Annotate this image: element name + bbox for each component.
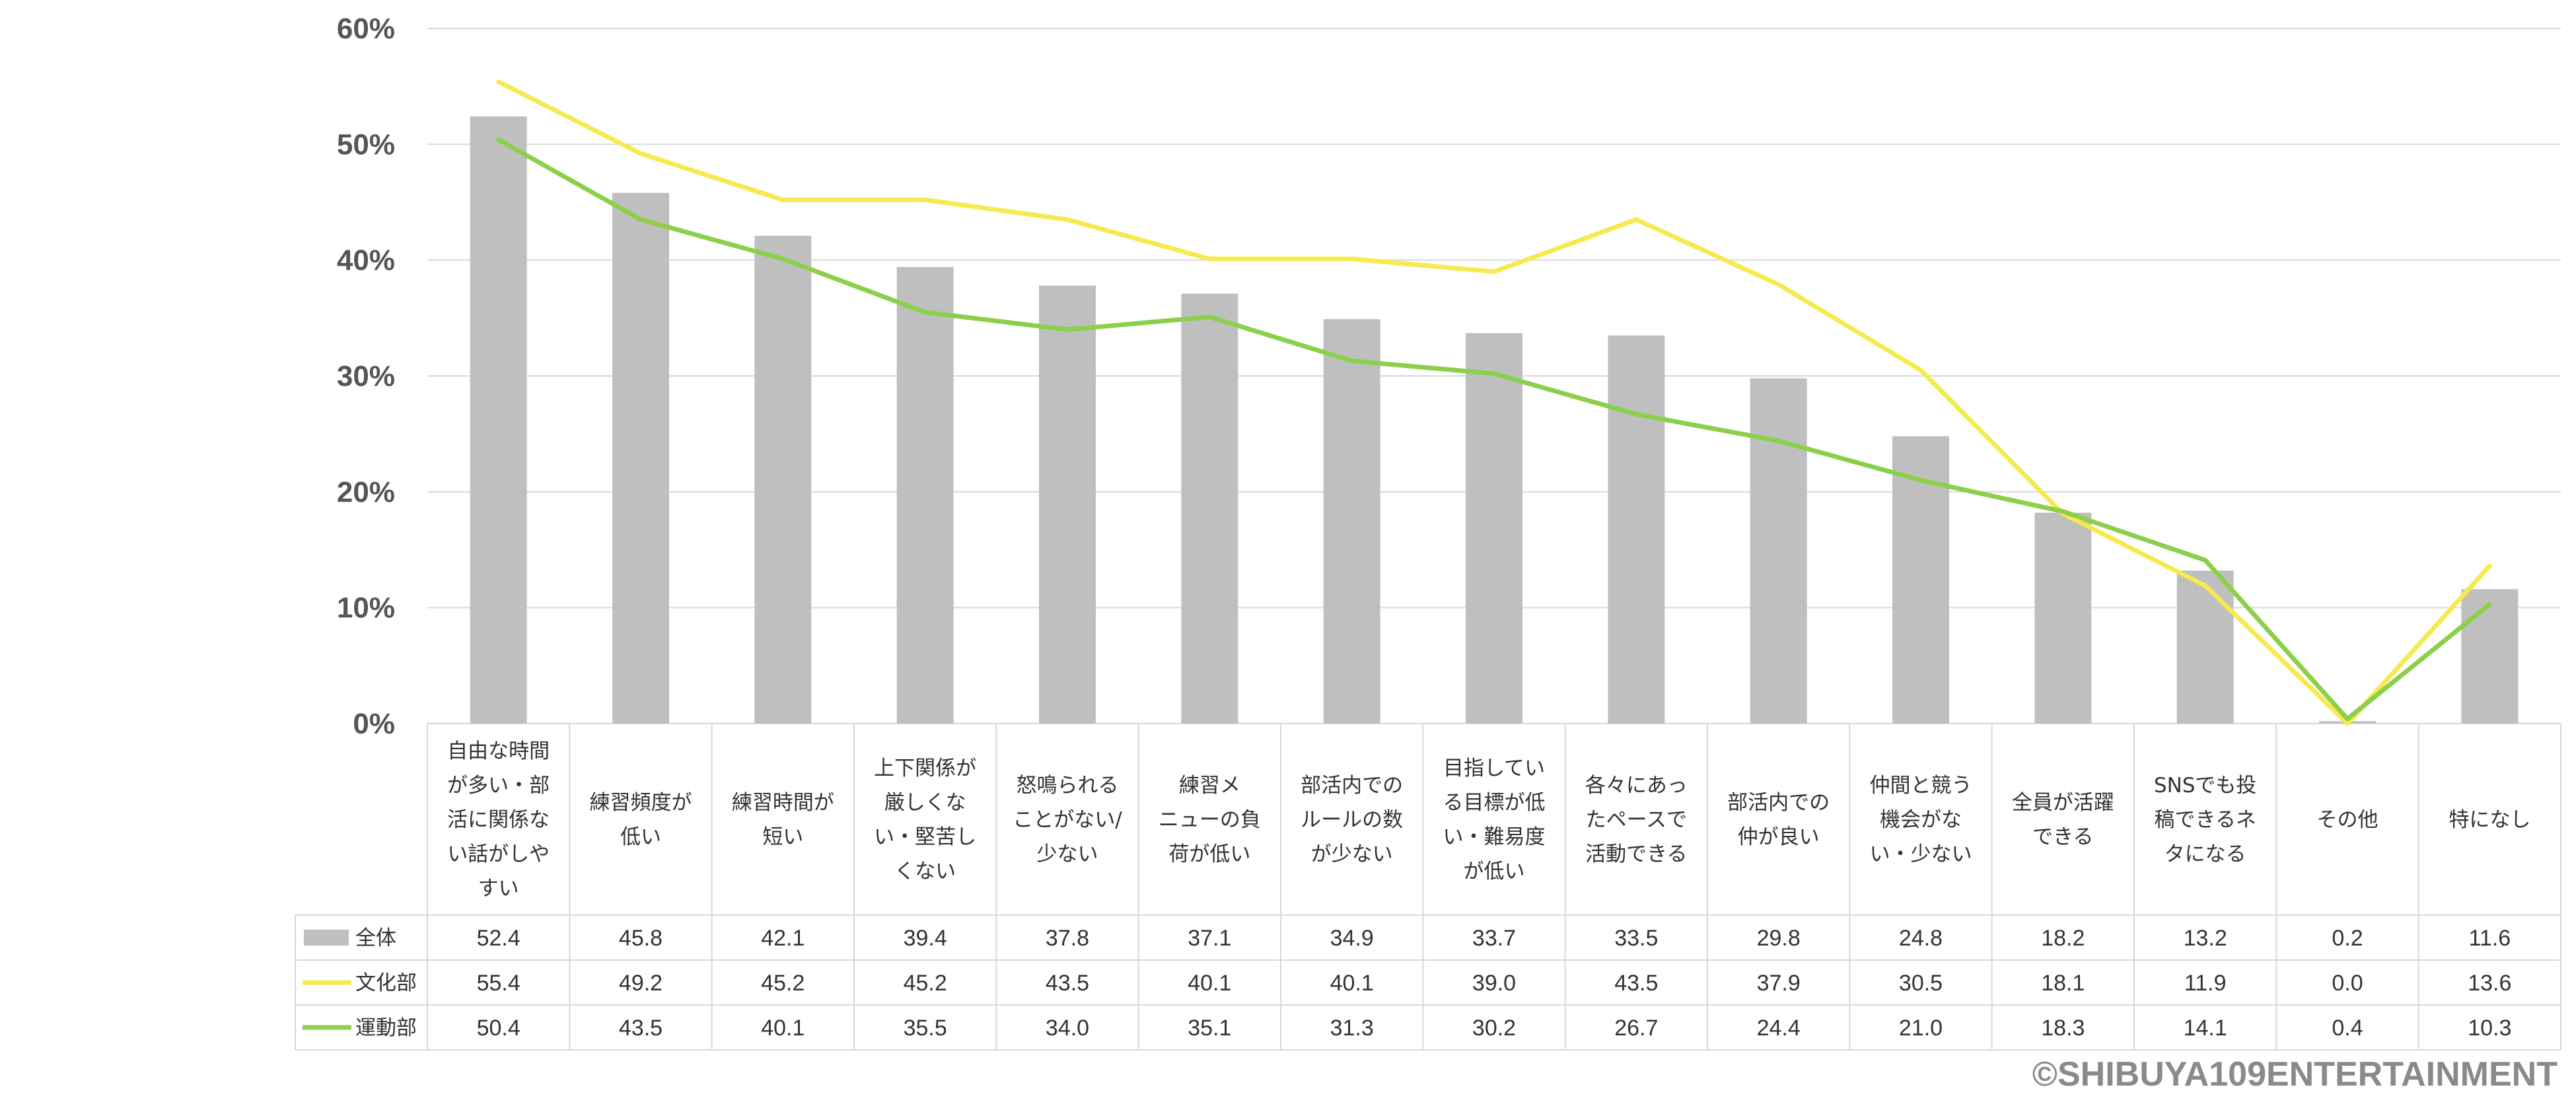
category-label: 上下関係が厳しくない・堅苦しくない xyxy=(874,757,976,883)
data-label: 37.9 xyxy=(1757,971,1801,996)
legend-key-bar xyxy=(304,930,349,946)
data-label: 31.3 xyxy=(1330,1016,1374,1041)
data-label: 45.2 xyxy=(904,971,947,996)
data-label: 13.2 xyxy=(2184,926,2227,951)
data-label: 18.2 xyxy=(2041,926,2085,951)
category-label: 部活内でのルールの数が少ない xyxy=(1301,774,1403,866)
data-label: 24.4 xyxy=(1757,1016,1801,1041)
bar-zentai xyxy=(1750,378,1807,724)
data-label: 50.4 xyxy=(477,1016,520,1041)
data-label: 37.1 xyxy=(1188,926,1231,951)
y-tick-label: 60% xyxy=(337,13,395,45)
data-label: 30.2 xyxy=(1472,1016,1516,1041)
data-label: 34.9 xyxy=(1330,926,1374,951)
data-label: 42.1 xyxy=(761,926,805,951)
category-label: 練習時間が短い xyxy=(732,791,834,849)
copyright-text: ©SHIBUYA109ENTERTAINMENT xyxy=(2032,1055,2558,1094)
bar-zentai xyxy=(1039,285,1096,724)
data-label: 21.0 xyxy=(1899,1016,1943,1041)
data-label: 45.8 xyxy=(619,926,662,951)
category-label: 特になし xyxy=(2449,808,2530,832)
category-label: 練習頻度が低い xyxy=(590,791,692,849)
y-tick-label: 30% xyxy=(337,360,395,392)
data-label: 24.8 xyxy=(1899,926,1943,951)
bar-series-zentai xyxy=(470,116,2519,724)
bar-zentai xyxy=(1323,319,1380,724)
category-label: SNSでも投稿できるネタになる xyxy=(2154,774,2257,866)
bar-zentai xyxy=(2461,589,2519,724)
data-label: 52.4 xyxy=(477,926,520,951)
line-series xyxy=(496,79,2492,726)
data-label: 40.1 xyxy=(1330,971,1374,996)
data-label: 35.5 xyxy=(904,1016,947,1041)
data-label: 0.2 xyxy=(2332,926,2363,951)
category-label: 仲間と競う機会がない・少ない xyxy=(1870,774,1972,866)
bar-zentai xyxy=(612,192,669,724)
data-label: 35.1 xyxy=(1188,1016,1231,1041)
y-axis-ticks: 0% 10% 20% 30% 40% 50% 60% xyxy=(337,13,395,740)
legend-label: 文化部 xyxy=(355,971,417,995)
data-label: 18.3 xyxy=(2041,1016,2085,1041)
legend-label: 運動部 xyxy=(355,1016,417,1040)
data-label: 14.1 xyxy=(2184,1016,2227,1041)
data-label: 0.4 xyxy=(2332,1016,2363,1041)
data-label: 34.0 xyxy=(1046,1016,1089,1041)
category-label: 練習メニューの負荷が低い xyxy=(1159,774,1261,866)
data-label: 40.1 xyxy=(761,1016,805,1041)
data-label: 30.5 xyxy=(1899,971,1943,996)
data-label: 33.7 xyxy=(1472,926,1516,951)
data-label: 40.1 xyxy=(1188,971,1231,996)
y-tick-label: 50% xyxy=(337,128,395,161)
bar-zentai xyxy=(754,235,812,724)
data-label: 43.5 xyxy=(619,1016,662,1041)
data-label: 43.5 xyxy=(1046,971,1089,996)
data-label: 29.8 xyxy=(1757,926,1801,951)
category-label: その他 xyxy=(2317,808,2379,832)
category-label: 各々にあったペースで活動できる xyxy=(1585,774,1688,866)
data-label: 13.6 xyxy=(2468,971,2511,996)
data-label: 0.0 xyxy=(2332,971,2363,996)
line-undoubu xyxy=(496,137,2492,722)
bar-zentai xyxy=(1181,293,1238,724)
bar-zentai xyxy=(2176,570,2234,724)
bar-zentai xyxy=(1466,333,1522,724)
data-label: 37.8 xyxy=(1046,926,1089,951)
data-label: 49.2 xyxy=(619,971,662,996)
y-tick-label: 0% xyxy=(353,708,395,740)
category-label: 部活内での仲が良い xyxy=(1727,791,1830,849)
data-table: 自由な時間が多い・部活に関係ない話がしやすい練習頻度が低い練習時間が短い上下関係… xyxy=(295,724,2561,1051)
category-label: 自由な時間が多い・部活に関係ない話がしやすい xyxy=(447,739,550,901)
data-label: 55.4 xyxy=(477,971,520,996)
data-label: 18.1 xyxy=(2041,971,2085,996)
data-label: 43.5 xyxy=(1614,971,1658,996)
data-label: 45.2 xyxy=(761,971,805,996)
legend-label: 全体 xyxy=(355,926,396,950)
category-label: 全員が活躍できる xyxy=(2012,791,2114,849)
data-label: 39.0 xyxy=(1472,971,1516,996)
category-label: 怒鳴られることがない/少ない xyxy=(1013,774,1122,866)
data-label: 10.3 xyxy=(2468,1016,2511,1041)
line-bunkabu xyxy=(496,79,2492,726)
data-label: 11.6 xyxy=(2469,926,2511,951)
y-tick-label: 10% xyxy=(337,592,395,624)
data-label: 11.9 xyxy=(2184,971,2227,996)
data-label: 26.7 xyxy=(1614,1016,1658,1041)
bar-zentai xyxy=(1608,335,1665,724)
bar-zentai xyxy=(2034,512,2092,724)
data-label: 33.5 xyxy=(1614,926,1658,951)
data-label: 39.4 xyxy=(904,926,947,951)
bar-zentai xyxy=(896,267,954,724)
y-tick-label: 20% xyxy=(337,476,395,508)
category-label: 目指している目標が低い・難易度が低い xyxy=(1443,757,1546,883)
bar-zentai xyxy=(470,116,527,724)
y-tick-label: 40% xyxy=(337,244,395,277)
